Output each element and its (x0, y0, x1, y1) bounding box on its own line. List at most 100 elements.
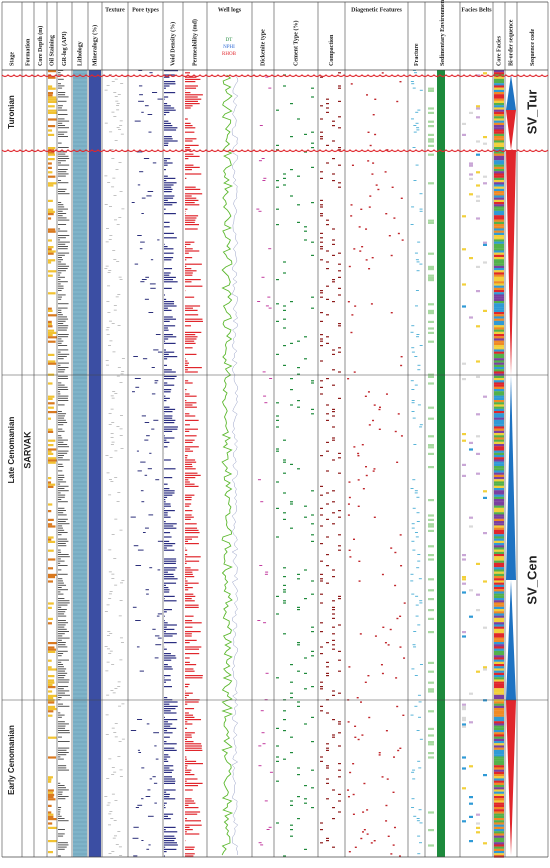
perm-bar (185, 215, 198, 216)
core-facies (494, 237, 504, 239)
compaction-tick (332, 818, 335, 819)
compaction-tick (326, 750, 329, 751)
column-header: Texture (105, 7, 125, 13)
void-bar (164, 305, 177, 306)
perm-bar (185, 803, 195, 804)
void-bar (164, 770, 174, 771)
core-facies (494, 759, 504, 761)
compaction-tick (338, 510, 341, 511)
perm-bar (185, 497, 192, 498)
core-facies (494, 789, 504, 791)
environment-patch (428, 514, 434, 516)
compaction-tick (332, 180, 335, 181)
facies-patch (476, 217, 480, 219)
gr-trace (58, 510, 66, 511)
compaction-tick (320, 653, 323, 654)
perm-bar (185, 396, 197, 397)
compaction-tick (320, 561, 323, 562)
column-header: Dickenite type (260, 29, 266, 66)
texture-tick (114, 393, 117, 394)
cement-tick (297, 818, 300, 819)
pore-tick (148, 844, 150, 845)
compaction-tick (320, 842, 323, 843)
perm-bar (185, 88, 196, 89)
fracture-tick (415, 305, 418, 306)
gr-trace (58, 442, 63, 443)
cement-tick (276, 613, 279, 614)
oil-stain (48, 459, 57, 461)
compaction-tick (326, 748, 329, 749)
diagenetic-dot (374, 404, 376, 405)
compaction-tick (332, 239, 335, 240)
gr-trace (58, 721, 65, 722)
pore-tick (138, 184, 140, 185)
compaction-tick (320, 756, 323, 757)
core-facies (494, 473, 504, 475)
diagenetic-dot (402, 715, 404, 716)
gr-trace (58, 741, 70, 742)
void-bar (164, 85, 170, 86)
texture-tick (107, 334, 110, 335)
cement-tick (276, 508, 279, 509)
gr-trace (58, 796, 69, 797)
legend-entry: DT (226, 38, 233, 43)
diagenetic-dot (358, 479, 360, 480)
perm-bar (185, 510, 192, 511)
gr-trace (58, 602, 70, 603)
environment-patch (428, 752, 434, 754)
core-facies (494, 411, 504, 413)
compaction-tick (338, 776, 341, 777)
facies-patch (476, 822, 480, 824)
pore-tick (154, 745, 156, 746)
pore-tick (133, 607, 137, 608)
core-facies (494, 536, 504, 538)
gr-trace (58, 125, 65, 126)
texture-tick (107, 649, 110, 650)
core-facies (494, 88, 504, 90)
cement-tick (304, 239, 307, 240)
core-facies (494, 761, 504, 763)
gr-trace (58, 589, 68, 590)
core-facies (494, 503, 504, 505)
cement-tick (311, 382, 314, 383)
void-bar (164, 596, 175, 597)
compaction-tick (332, 719, 335, 720)
diagenetic-dot (350, 332, 352, 333)
pore-tick (140, 242, 145, 243)
texture-tick (112, 767, 115, 768)
fracture-tick (416, 336, 419, 337)
core-facies (494, 239, 504, 241)
core-facies (494, 360, 504, 362)
environment-patch (428, 728, 434, 730)
compaction-tick (326, 765, 329, 766)
void-bar (164, 189, 173, 190)
compaction-tick (332, 613, 335, 614)
compaction-tick (338, 371, 341, 372)
gr-trace (58, 297, 62, 298)
diagenetic-dot (348, 481, 350, 482)
cement-tick (290, 829, 293, 830)
void-bar (164, 125, 172, 126)
void-bar (164, 499, 165, 500)
environment-patch (428, 327, 434, 329)
core-facies (494, 367, 504, 369)
perm-bar (185, 477, 195, 478)
void-bar (164, 376, 177, 377)
compaction-tick (320, 178, 323, 179)
texture-tick (118, 217, 121, 218)
gr-trace (58, 127, 69, 128)
gr-trace (58, 682, 69, 683)
pore-tick (158, 352, 162, 353)
compaction-tick (338, 660, 341, 661)
facies-patch (483, 842, 487, 844)
cement-tick (311, 88, 314, 89)
core-facies (494, 611, 504, 613)
core-facies (494, 420, 504, 422)
perm-bar (185, 347, 193, 348)
pore-tick (146, 594, 149, 595)
gr-trace (58, 253, 69, 254)
gr-trace (58, 191, 65, 192)
core-facies (494, 708, 504, 710)
facies-patch (462, 440, 466, 442)
perm-bar (185, 580, 188, 581)
